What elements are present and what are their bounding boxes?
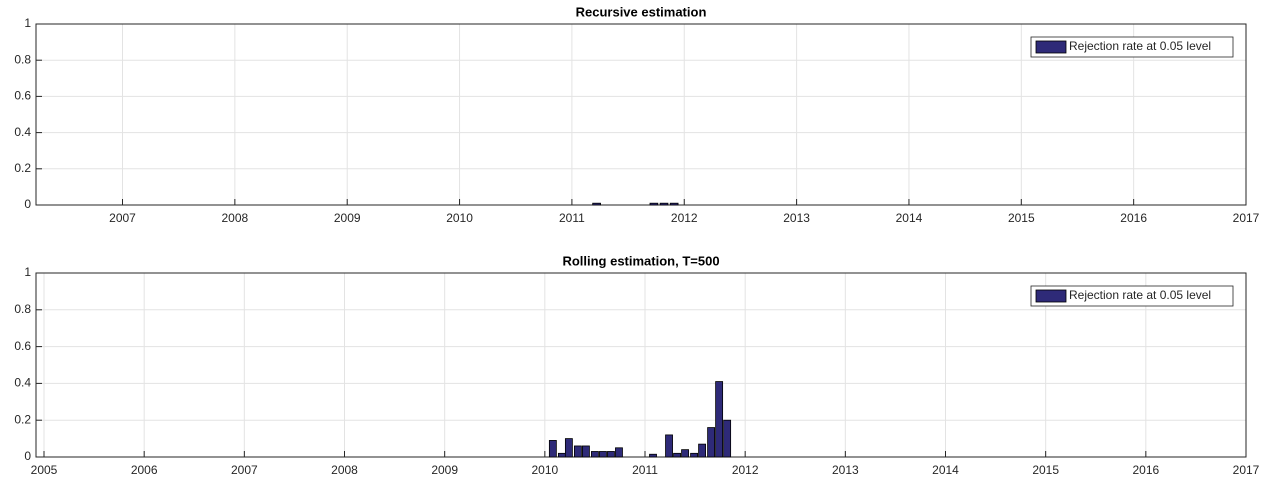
x-tick-label: 2008 bbox=[331, 463, 358, 477]
bar bbox=[599, 451, 607, 458]
x-tick-label: 2015 bbox=[1032, 463, 1059, 477]
x-tick-label: 2011 bbox=[559, 211, 585, 225]
bar bbox=[573, 445, 582, 458]
bar bbox=[715, 381, 724, 458]
legend-swatch bbox=[1035, 40, 1067, 54]
bar bbox=[592, 202, 601, 206]
x-tick-label: 2008 bbox=[222, 211, 249, 225]
y-tick-label: 0.2 bbox=[14, 412, 31, 426]
bar bbox=[673, 452, 681, 458]
chart-title: Rolling estimation, T=500 bbox=[562, 253, 719, 268]
y-tick-label: 0.8 bbox=[14, 302, 31, 316]
legend-label: Rejection rate at 0.05 level bbox=[1069, 288, 1211, 302]
x-tick-label: 2007 bbox=[231, 463, 258, 477]
bar bbox=[607, 451, 615, 458]
y-tick-label: 0.2 bbox=[14, 161, 31, 175]
x-tick-label: 2013 bbox=[832, 463, 859, 477]
x-tick-label: 2009 bbox=[334, 211, 361, 225]
x-tick-label: 2010 bbox=[446, 211, 473, 225]
axes-box bbox=[35, 272, 1247, 458]
bar bbox=[659, 202, 669, 206]
legend bbox=[1030, 285, 1234, 307]
chart-title: Recursive estimation bbox=[576, 4, 707, 19]
y-tick-label: 0.6 bbox=[14, 339, 31, 353]
bar bbox=[690, 452, 698, 458]
bar bbox=[669, 202, 679, 206]
axes-box bbox=[35, 23, 1247, 206]
x-tick-label: 2013 bbox=[783, 211, 810, 225]
x-tick-label: 2006 bbox=[131, 463, 158, 477]
y-tick-label: 1 bbox=[24, 16, 31, 30]
x-tick-label: 2014 bbox=[896, 211, 923, 225]
bar bbox=[665, 434, 673, 458]
bar bbox=[649, 453, 657, 458]
bar bbox=[707, 427, 716, 458]
bar bbox=[681, 449, 689, 458]
x-tick-label: 2012 bbox=[732, 463, 759, 477]
y-tick-label: 0 bbox=[24, 449, 31, 463]
x-tick-label: 2011 bbox=[632, 463, 658, 477]
x-tick-label: 2009 bbox=[431, 463, 458, 477]
y-tick-label: 0.4 bbox=[14, 125, 31, 139]
bar bbox=[582, 445, 590, 458]
bar bbox=[557, 452, 566, 458]
x-tick-label: 2016 bbox=[1132, 463, 1159, 477]
x-tick-label: 2016 bbox=[1120, 211, 1147, 225]
x-tick-label: 2014 bbox=[932, 463, 959, 477]
bar bbox=[698, 443, 707, 458]
x-tick-label: 2017 bbox=[1233, 463, 1260, 477]
x-tick-label: 2007 bbox=[109, 211, 136, 225]
y-tick-label: 0.4 bbox=[14, 376, 31, 390]
y-tick-label: 1 bbox=[24, 265, 31, 279]
x-tick-label: 2017 bbox=[1233, 211, 1260, 225]
legend-label: Rejection rate at 0.05 level bbox=[1069, 39, 1211, 53]
bar bbox=[591, 451, 599, 458]
legend bbox=[1030, 36, 1234, 58]
y-tick-label: 0.8 bbox=[14, 52, 31, 66]
y-tick-label: 0 bbox=[24, 197, 31, 211]
x-tick-label: 2010 bbox=[531, 463, 558, 477]
bar bbox=[723, 419, 732, 458]
x-tick-label: 2005 bbox=[31, 463, 58, 477]
x-tick-label: 2015 bbox=[1008, 211, 1035, 225]
bar bbox=[649, 202, 659, 206]
y-tick-label: 0.6 bbox=[14, 89, 31, 103]
bar bbox=[615, 447, 623, 458]
legend-swatch bbox=[1035, 289, 1067, 303]
bar bbox=[564, 438, 573, 458]
bar bbox=[548, 440, 557, 458]
x-tick-label: 2012 bbox=[671, 211, 698, 225]
